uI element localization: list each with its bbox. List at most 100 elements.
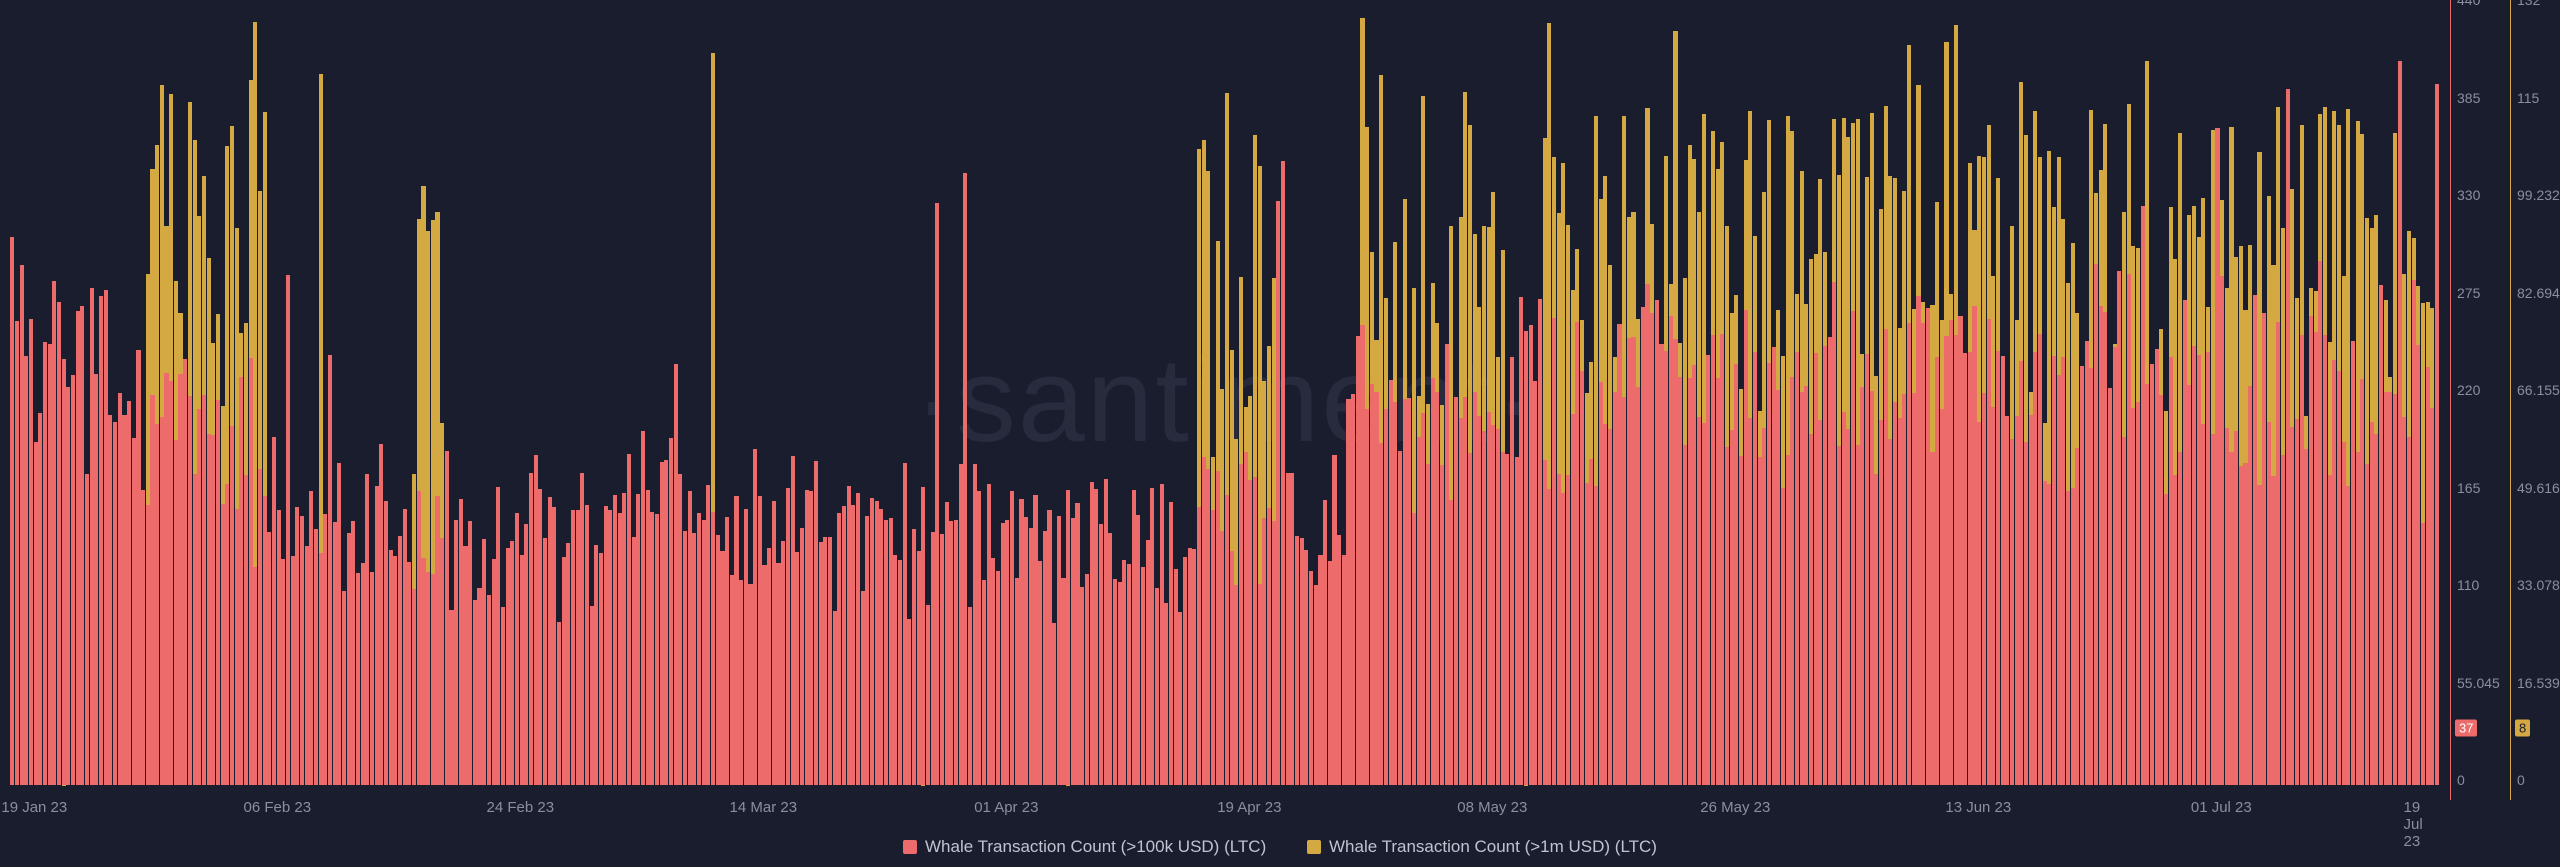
- bar-red: [1842, 412, 1846, 785]
- bar-red: [2033, 352, 2037, 785]
- bar-red: [146, 505, 150, 785]
- bar-group: [1856, 5, 1860, 785]
- bar-group: [833, 5, 837, 785]
- bar-group: [1557, 5, 1561, 785]
- y-axis-yellow: 016.53933.07849.61666.15582.69499.232115…: [2510, 0, 2560, 800]
- bar-group: [1417, 5, 1421, 785]
- bar-group: [1337, 5, 1341, 785]
- bar-group: [1019, 5, 1023, 785]
- bar-group: [1870, 5, 1874, 785]
- bar-red: [2113, 347, 2117, 785]
- bar-group: [1075, 5, 1079, 785]
- bar-group: [71, 5, 75, 785]
- bar-group: [2099, 5, 2103, 785]
- bar-group: [164, 5, 168, 785]
- legend-label-yellow: Whale Transaction Count (>1m USD) (LTC): [1329, 837, 1657, 857]
- bar-red: [1622, 397, 1626, 785]
- bar-red: [1744, 310, 1748, 785]
- bar-group: [389, 5, 393, 785]
- bar-group: [2089, 5, 2093, 785]
- bar-red: [1202, 457, 1206, 785]
- bar-red: [2024, 442, 2028, 785]
- bar-red: [1304, 550, 1308, 785]
- bar-red: [2281, 455, 2285, 785]
- bar-red: [1071, 518, 1075, 785]
- bar-red: [2374, 434, 2378, 785]
- bar-group: [487, 5, 491, 785]
- bar-group: [1987, 5, 1991, 785]
- bar-group: [1047, 5, 1051, 785]
- bar-red: [202, 395, 206, 785]
- bar-group: [646, 5, 650, 785]
- bar-red: [996, 571, 1000, 785]
- bar-group: [2113, 5, 2117, 785]
- bar-group: [2300, 5, 2304, 785]
- bar-red: [1253, 477, 1257, 785]
- bar-red: [2370, 422, 2374, 785]
- bar-red: [2085, 341, 2089, 785]
- bar-red: [235, 509, 239, 785]
- bar-red: [1772, 347, 1776, 785]
- bar-red: [1664, 351, 1668, 785]
- bar-group: [627, 5, 631, 785]
- bar-group: [2309, 5, 2313, 785]
- bar-group: [2253, 5, 2257, 785]
- bar-group: [1309, 5, 1313, 785]
- bar-group: [814, 5, 818, 785]
- bar-group: [1533, 5, 1537, 785]
- bar-red: [1178, 612, 1182, 785]
- bar-group: [1300, 5, 1304, 785]
- bar-red: [323, 514, 327, 785]
- bar-group: [2169, 5, 2173, 785]
- bar-group: [80, 5, 84, 785]
- bar-group: [1608, 5, 1612, 785]
- bar-red: [1090, 482, 1094, 785]
- bar-red: [1318, 555, 1322, 785]
- bar-red: [48, 344, 52, 785]
- bar-red: [697, 513, 701, 785]
- bar-red: [2169, 357, 2173, 785]
- bar-group: [2206, 5, 2210, 785]
- bar-group: [2010, 5, 2014, 785]
- bar-group: [1501, 5, 1505, 785]
- x-tick-label: 06 Feb 23: [244, 799, 312, 816]
- bar-group: [2323, 5, 2327, 785]
- bar-red: [1122, 560, 1126, 785]
- bar-group: [2290, 5, 2294, 785]
- bar-red: [183, 359, 187, 785]
- bar-group: [870, 5, 874, 785]
- bar-red: [393, 556, 397, 785]
- bar-red: [510, 541, 514, 785]
- bar-red: [2290, 427, 2294, 785]
- bar-red: [1248, 480, 1252, 785]
- bar-red: [529, 473, 533, 785]
- bar-group: [2103, 5, 2107, 785]
- bar-red: [2122, 437, 2126, 785]
- bar-group: [323, 5, 327, 785]
- bar-group: [1403, 5, 1407, 785]
- bar-red: [1258, 584, 1262, 785]
- bar-red: [688, 491, 692, 785]
- x-tick-label: 14 Mar 23: [730, 799, 798, 816]
- bar-red: [1809, 434, 1813, 785]
- bar-red: [1075, 503, 1079, 785]
- bar-group: [2314, 5, 2318, 785]
- bar-group: [1459, 5, 1463, 785]
- bar-group: [1547, 5, 1551, 785]
- bar-red: [384, 501, 388, 785]
- bar-group: [791, 5, 795, 785]
- bar-red: [2332, 360, 2336, 785]
- bar-red: [2043, 481, 2047, 785]
- bar-red: [945, 502, 949, 785]
- bar-group: [85, 5, 89, 785]
- bar-group: [1617, 5, 1621, 785]
- bar-group: [1225, 5, 1229, 785]
- y-tick-label: 440: [2457, 0, 2480, 8]
- bar-group: [898, 5, 902, 785]
- bar-red: [870, 498, 874, 785]
- bar-red: [1767, 363, 1771, 785]
- bar-red: [963, 173, 967, 785]
- bar-red: [2286, 89, 2290, 785]
- bar-red: [786, 488, 790, 785]
- bar-red: [903, 463, 907, 785]
